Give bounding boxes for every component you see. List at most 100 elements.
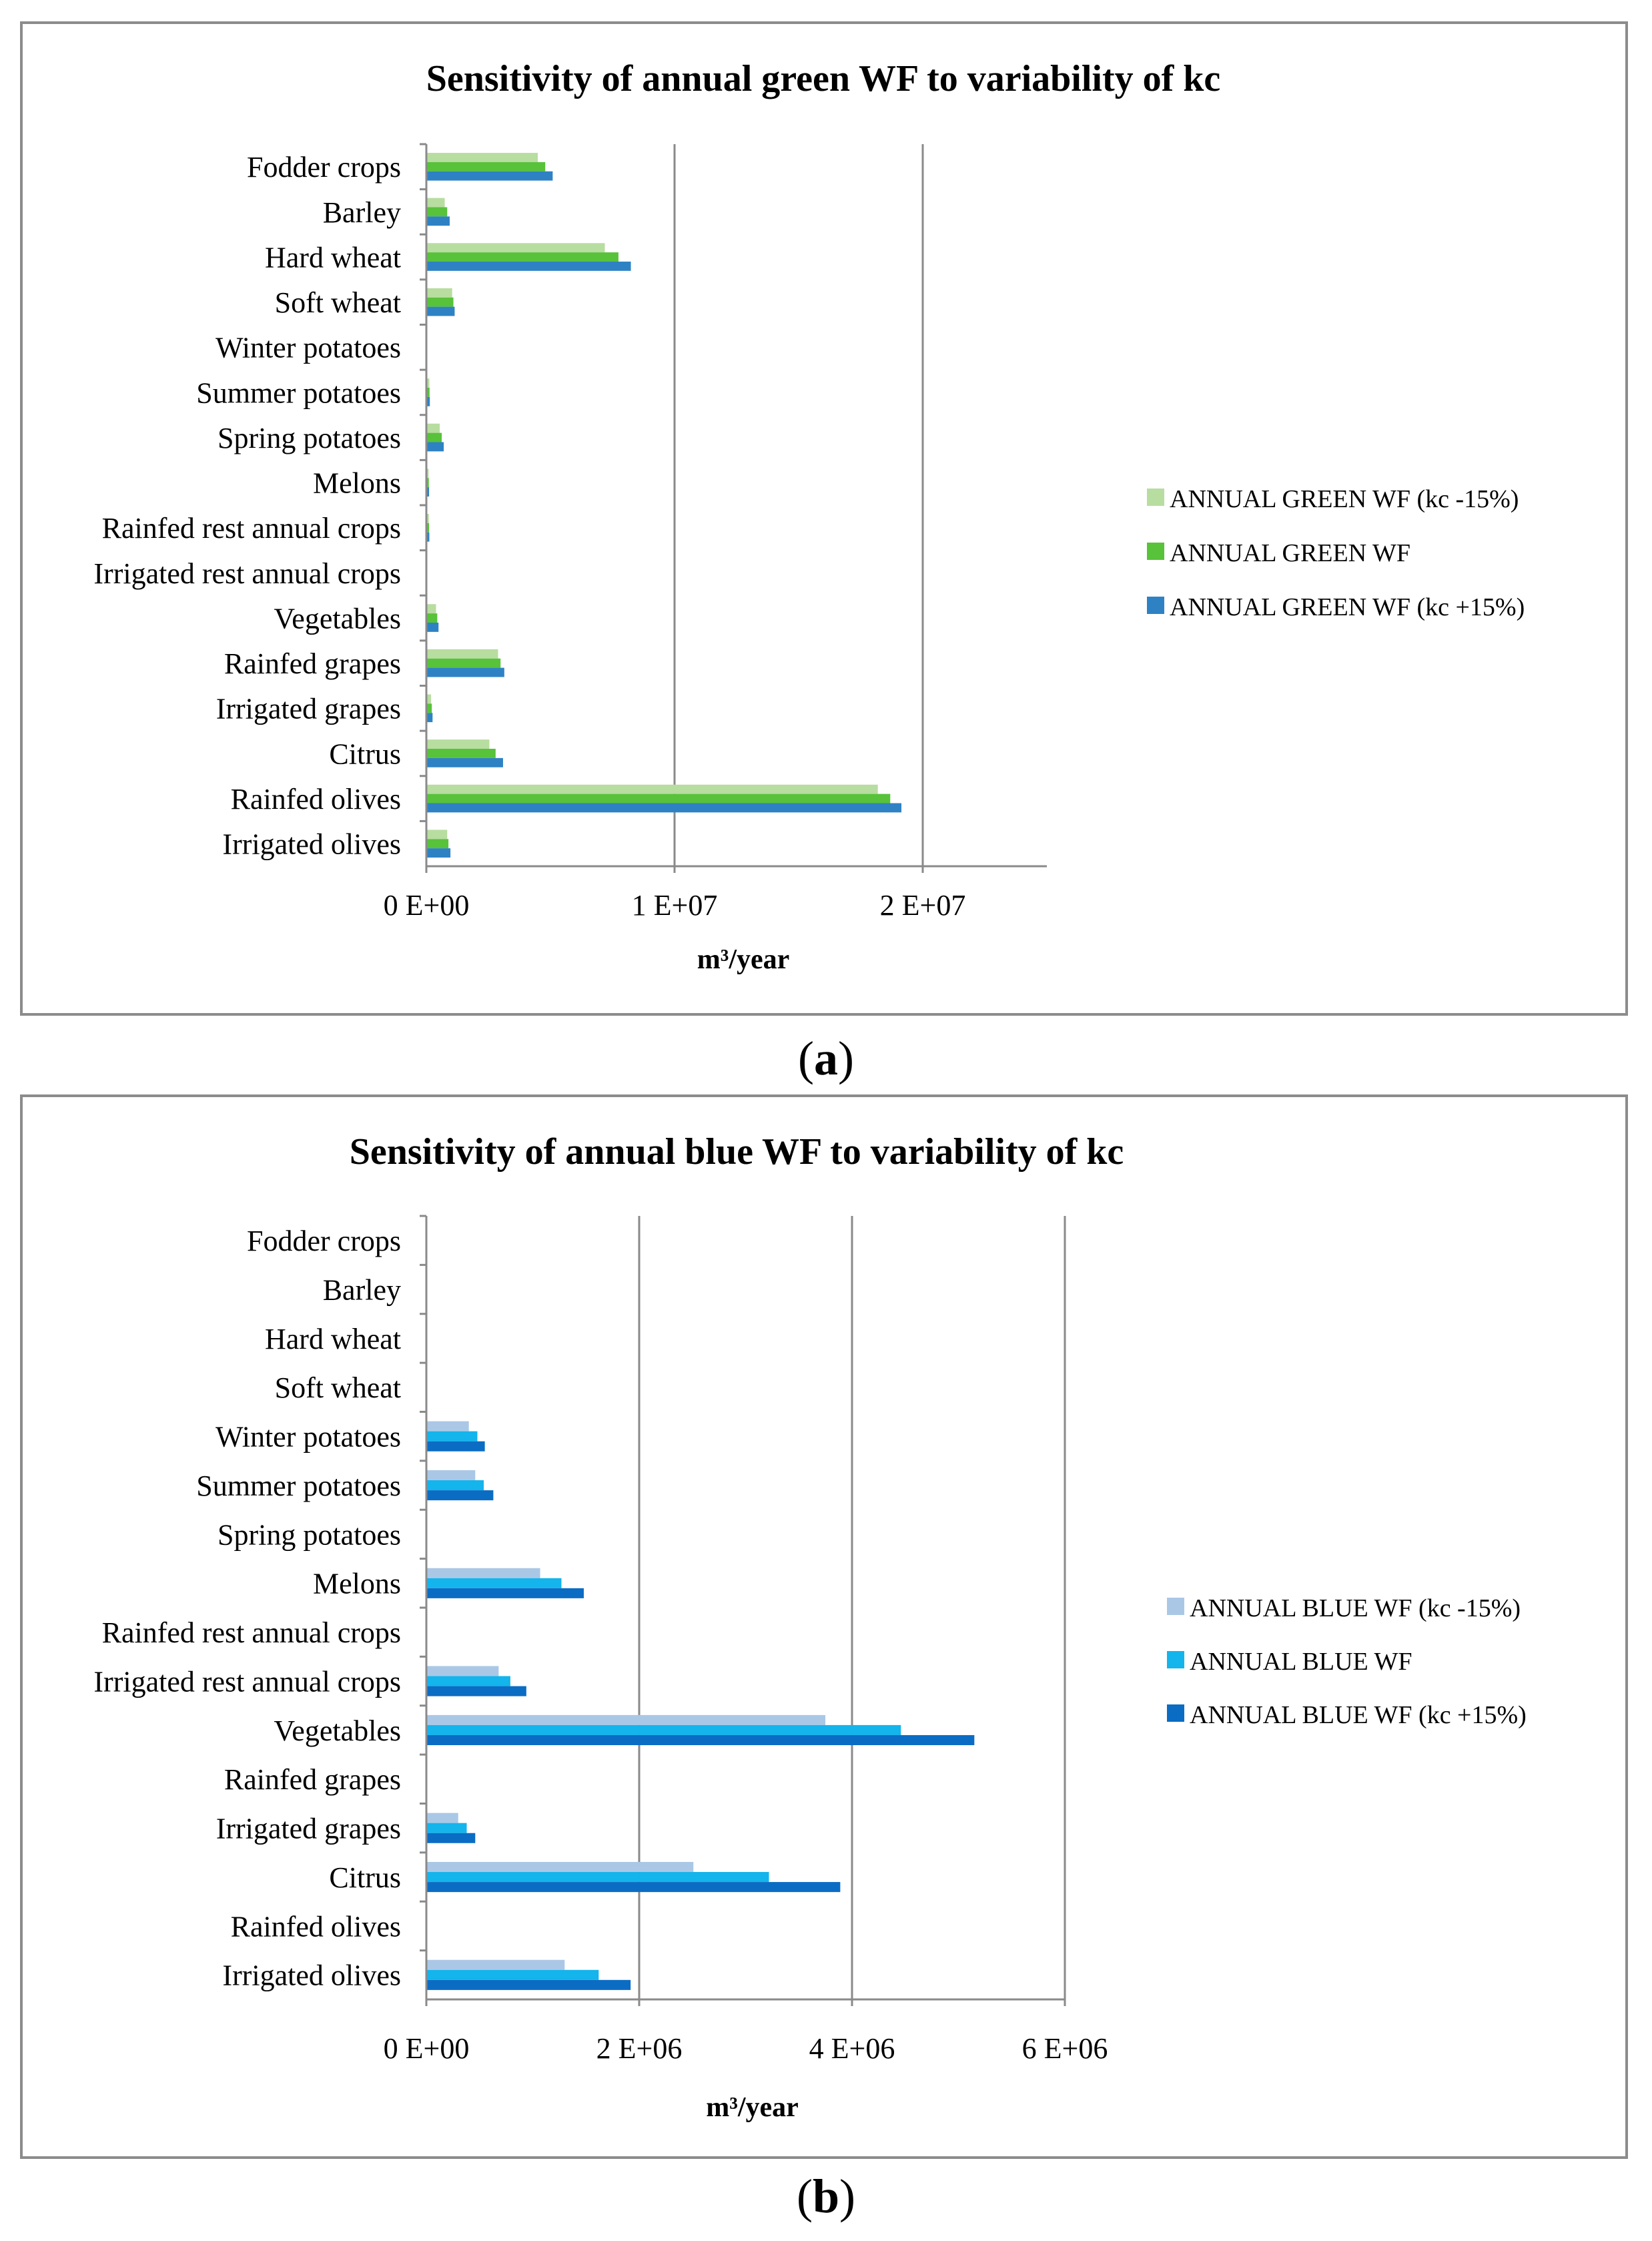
bar-annual-green-wf-citrus	[427, 749, 496, 758]
bar-annual-green-wf-kc-15-melons	[427, 487, 430, 497]
category-label-citrus: Citrus	[329, 737, 401, 770]
bar-annual-green-wf-kc-15-rainfed-rest-annual-crops	[427, 532, 430, 542]
bar-annual-green-wf-kc-15-hard-wheat	[427, 261, 631, 271]
category-label-hard-wheat: Hard wheat	[265, 241, 401, 274]
bar-annual-green-wf-fodder-crops	[427, 162, 546, 172]
bar-annual-green-wf-kc-15-summer-potatoes	[427, 378, 430, 388]
bar-annual-green-wf-kc-15-barley	[427, 198, 445, 208]
category-label-vegetables: Vegetables	[274, 602, 401, 635]
chart-panel-blue: Sensitivity of annual blue WF to variabi…	[20, 1094, 1628, 2159]
legend-label-annual-green-wf-kc-15: ANNUAL GREEN WF (kc +15%)	[1170, 593, 1525, 621]
bar-annual-blue-wf-kc-15-vegetables	[427, 1714, 826, 1725]
bar-annual-green-wf-kc-15-soft-wheat	[427, 288, 452, 298]
bar-annual-blue-wf-kc-15-citrus	[427, 1861, 694, 1873]
x-tick-label: 1 E+07	[632, 889, 718, 922]
x-tick-label: 0 E+00	[384, 2032, 470, 2065]
bar-annual-green-wf-kc-15-citrus	[427, 757, 503, 767]
bar-annual-green-wf-kc-15-irrigated-grapes	[427, 713, 433, 723]
bar-annual-blue-wf-kc-15-vegetables	[427, 1734, 975, 1746]
caption-b: (b)	[796, 2170, 855, 2223]
bar-annual-green-wf-soft-wheat	[427, 297, 454, 307]
bar-annual-blue-wf-kc-15-irrigated-grapes	[427, 1833, 476, 1843]
bar-annual-green-wf-kc-15-rainfed-grapes	[427, 649, 498, 659]
green-wf-chart: Sensitivity of annual green WF to variab…	[93, 58, 1525, 975]
bar-annual-green-wf-kc-15-spring-potatoes	[427, 423, 440, 433]
bar-annual-blue-wf-kc-15-winter-potatoes	[427, 1421, 469, 1431]
category-label-winter-potatoes: Winter potatoes	[216, 1421, 401, 1454]
bar-annual-blue-wf-kc-15-irrigated-rest-annual-crops	[427, 1686, 526, 1696]
legend-label-annual-blue-wf-kc-15: ANNUAL BLUE WF (kc -15%)	[1190, 1594, 1521, 1622]
x-axis-label: m³/year	[706, 2092, 799, 2123]
x-tick-label: 2 E+07	[880, 889, 966, 922]
legend-swatch-annual-blue-wf-kc-15	[1167, 1704, 1184, 1722]
bar-annual-blue-wf-citrus	[427, 1872, 769, 1883]
bar-annual-green-wf-kc-15-fodder-crops	[427, 153, 538, 162]
bar-annual-blue-wf-irrigated-olives	[427, 1969, 599, 1980]
category-label-vegetables: Vegetables	[274, 1714, 401, 1747]
bar-annual-green-wf-rainfed-rest-annual-crops	[427, 523, 430, 533]
legend-swatch-annual-blue-wf-kc-15	[1167, 1598, 1184, 1615]
legend-label-annual-green-wf: ANNUAL GREEN WF	[1170, 539, 1410, 567]
bar-annual-green-wf-irrigated-grapes	[427, 703, 432, 713]
category-label-irrigated-rest-annual-crops: Irrigated rest annual crops	[93, 557, 401, 590]
category-label-irrigated-olives: Irrigated olives	[222, 1959, 401, 1992]
category-label-rainfed-rest-annual-crops: Rainfed rest annual crops	[102, 512, 401, 545]
bar-annual-green-wf-kc-15-rainfed-olives	[427, 803, 902, 813]
legend-swatch-annual-green-wf-kc-15	[1147, 489, 1164, 506]
bar-annual-green-wf-irrigated-olives	[427, 839, 449, 849]
bar-annual-green-wf-summer-potatoes	[427, 388, 430, 397]
category-label-fodder-crops: Fodder crops	[247, 1225, 401, 1257]
bar-annual-green-wf-rainfed-grapes	[427, 658, 501, 668]
bar-annual-green-wf-kc-15-soft-wheat	[427, 306, 455, 316]
legend-label-annual-blue-wf: ANNUAL BLUE WF	[1190, 1648, 1412, 1676]
bar-annual-green-wf-kc-15-irrigated-grapes	[427, 694, 432, 704]
chart-title: Sensitivity of annual blue WF to variabi…	[350, 1131, 1124, 1173]
bar-annual-blue-wf-melons	[427, 1578, 562, 1588]
bar-annual-green-wf-kc-15-hard-wheat	[427, 243, 605, 253]
category-label-rainfed-olives: Rainfed olives	[231, 783, 401, 816]
category-label-rainfed-olives: Rainfed olives	[231, 1910, 401, 1943]
bar-annual-blue-wf-kc-15-melons	[427, 1568, 540, 1578]
category-label-barley: Barley	[323, 196, 401, 229]
bar-annual-green-wf-kc-15-citrus	[427, 739, 490, 749]
bar-annual-green-wf-vegetables	[427, 613, 438, 623]
bar-annual-green-wf-melons	[427, 478, 429, 488]
category-label-melons: Melons	[313, 467, 401, 500]
bar-annual-green-wf-barley	[427, 207, 448, 217]
category-label-summer-potatoes: Summer potatoes	[196, 1470, 401, 1502]
category-label-rainfed-grapes: Rainfed grapes	[224, 1763, 401, 1796]
legend-swatch-annual-green-wf-kc-15	[1147, 597, 1164, 614]
category-label-rainfed-rest-annual-crops: Rainfed rest annual crops	[102, 1616, 401, 1649]
chart-panel-green: Sensitivity of annual green WF to variab…	[20, 21, 1628, 1016]
legend-label-annual-green-wf-kc-15: ANNUAL GREEN WF (kc -15%)	[1170, 485, 1519, 513]
bar-annual-blue-wf-kc-15-irrigated-olives	[427, 1979, 631, 1990]
category-label-irrigated-grapes: Irrigated grapes	[216, 693, 401, 725]
bar-annual-green-wf-kc-15-rainfed-grapes	[427, 667, 504, 677]
x-tick-label: 6 E+06	[1022, 2032, 1108, 2065]
caption-a: (a)	[798, 1032, 854, 1085]
category-label-irrigated-grapes: Irrigated grapes	[216, 1813, 401, 1845]
bar-annual-green-wf-kc-15-rainfed-olives	[427, 784, 878, 794]
bar-annual-green-wf-kc-15-fodder-crops	[427, 171, 553, 181]
bar-annual-blue-wf-summer-potatoes	[427, 1480, 484, 1491]
x-axis-label: m³/year	[697, 944, 790, 975]
bar-annual-blue-wf-kc-15-citrus	[427, 1882, 841, 1893]
bar-annual-blue-wf-kc-15-summer-potatoes	[427, 1490, 494, 1501]
x-tick-label: 4 E+06	[809, 2032, 895, 2065]
bar-annual-green-wf-kc-15-irrigated-olives	[427, 848, 451, 858]
bar-annual-blue-wf-irrigated-rest-annual-crops	[427, 1676, 510, 1686]
bar-annual-green-wf-kc-15-rainfed-rest-annual-crops	[427, 514, 429, 523]
category-label-spring-potatoes: Spring potatoes	[218, 1518, 401, 1551]
bar-annual-green-wf-kc-15-barley	[427, 216, 450, 226]
category-label-irrigated-rest-annual-crops: Irrigated rest annual crops	[93, 1665, 401, 1698]
bar-annual-green-wf-kc-15-vegetables	[427, 604, 436, 614]
x-tick-label: 2 E+06	[596, 2032, 683, 2065]
category-label-winter-potatoes: Winter potatoes	[216, 332, 401, 364]
bar-annual-green-wf-kc-15-spring-potatoes	[427, 442, 444, 452]
bar-annual-blue-wf-winter-potatoes	[427, 1431, 478, 1442]
category-label-spring-potatoes: Spring potatoes	[218, 422, 401, 454]
category-label-hard-wheat: Hard wheat	[265, 1323, 401, 1355]
bar-annual-blue-wf-kc-15-winter-potatoes	[427, 1441, 485, 1452]
category-label-summer-potatoes: Summer potatoes	[196, 376, 401, 409]
bar-annual-blue-wf-kc-15-irrigated-olives	[427, 1959, 565, 1970]
